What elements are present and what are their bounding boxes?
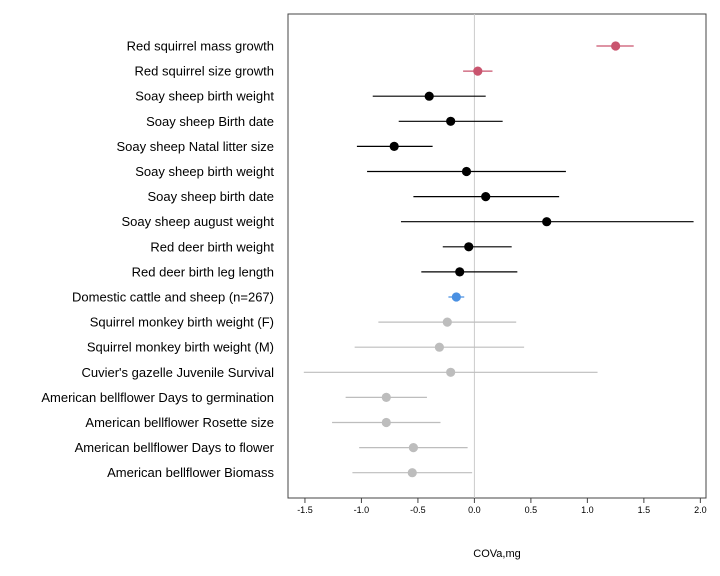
forest-row bbox=[354, 342, 525, 352]
point-estimate bbox=[451, 292, 461, 302]
category-label: Squirrel monkey birth weight (M) bbox=[87, 340, 274, 355]
category-label: Squirrel monkey birth weight (F) bbox=[90, 315, 274, 330]
x-tick-label: 1.0 bbox=[581, 505, 594, 515]
category-labels: Red squirrel mass growth Red squirrel siz… bbox=[41, 39, 274, 481]
forest-row bbox=[372, 91, 486, 101]
x-axis-title: COVa,mg bbox=[473, 548, 520, 560]
category-label: Red deer birth weight bbox=[150, 239, 274, 254]
point-estimate bbox=[408, 443, 418, 453]
forest-row bbox=[378, 317, 517, 327]
category-label: Soay sheep birth weight bbox=[135, 89, 274, 104]
category-label: Red deer birth leg length bbox=[132, 264, 274, 279]
x-tick-label: 2.0 bbox=[694, 505, 707, 515]
x-tick-label: -0.5 bbox=[410, 505, 426, 515]
point-estimate bbox=[381, 392, 391, 402]
point-estimate bbox=[446, 367, 456, 377]
category-label: American bellflower Biomass bbox=[107, 465, 274, 480]
category-label: Cuvier's gazelle Juvenile Survival bbox=[81, 365, 274, 380]
forest-row bbox=[367, 166, 566, 177]
point-estimate bbox=[442, 317, 452, 327]
category-label: Soay sheep birth weight bbox=[135, 164, 274, 179]
point-estimate bbox=[611, 41, 621, 51]
forest-row bbox=[332, 417, 441, 428]
point-estimate bbox=[407, 468, 417, 478]
point-estimate bbox=[464, 242, 474, 252]
forest-row bbox=[359, 443, 468, 453]
x-tick-label: 1.5 bbox=[638, 505, 651, 515]
x-tick-label: 0.0 bbox=[468, 505, 481, 515]
point-estimate bbox=[455, 267, 465, 277]
point-estimate bbox=[461, 166, 472, 177]
x-tick-label: 0.5 bbox=[525, 505, 538, 515]
point-estimate bbox=[446, 116, 456, 126]
forest-row bbox=[421, 267, 518, 277]
x-tick-label: -1.5 bbox=[297, 505, 313, 515]
x-axis-tick-labels: -1.5 -1.0 -0.5 0.0 0.5 1.0 1.5 2.0 bbox=[297, 505, 706, 515]
point-estimate bbox=[424, 91, 434, 101]
forest-row bbox=[413, 192, 560, 202]
forest-row bbox=[448, 292, 465, 302]
category-label: Soay sheep august weight bbox=[122, 214, 275, 229]
category-label: Soay sheep Natal litter size bbox=[116, 139, 274, 154]
category-label: Soay sheep Birth date bbox=[146, 114, 274, 129]
x-axis-tick-marks bbox=[304, 498, 701, 503]
forest-row bbox=[398, 116, 503, 126]
category-label: American bellflower Rosette size bbox=[85, 415, 274, 430]
x-tick-label: -1.0 bbox=[354, 505, 370, 515]
forest-row bbox=[303, 367, 598, 377]
category-label: Red squirrel mass growth bbox=[127, 39, 274, 54]
forest-row bbox=[463, 66, 493, 76]
forest-row bbox=[442, 242, 512, 252]
category-label: Red squirrel size growth bbox=[135, 64, 274, 79]
point-estimate bbox=[381, 417, 391, 428]
forest-row bbox=[596, 41, 634, 51]
forest-row bbox=[356, 141, 433, 151]
point-estimate bbox=[481, 192, 491, 202]
point-estimate bbox=[473, 66, 483, 76]
point-estimate bbox=[542, 217, 552, 227]
forest-row bbox=[400, 217, 694, 227]
point-estimate bbox=[389, 141, 399, 151]
category-label: American bellflower Days to germination bbox=[41, 390, 274, 405]
category-label: Domestic cattle and sheep (n=267) bbox=[72, 290, 274, 305]
plot-frame bbox=[287, 13, 707, 499]
forest-rows bbox=[303, 41, 694, 478]
forest-row bbox=[345, 392, 427, 402]
forest-row bbox=[352, 468, 473, 478]
category-label: American bellflower Days to flower bbox=[75, 440, 275, 455]
category-label: Soay sheep birth date bbox=[148, 189, 274, 204]
point-estimate bbox=[434, 342, 444, 352]
